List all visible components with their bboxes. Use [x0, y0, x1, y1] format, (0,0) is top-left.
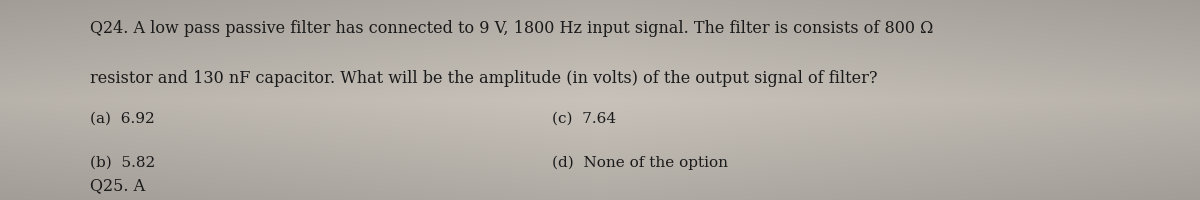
- Text: Q25. A: Q25. A: [90, 177, 145, 194]
- Text: (b)  5.82: (b) 5.82: [90, 156, 155, 170]
- Text: (a)  6.92: (a) 6.92: [90, 112, 155, 126]
- Text: resistor and 130 nF capacitor. What will be the amplitude (in volts) of the outp: resistor and 130 nF capacitor. What will…: [90, 70, 877, 87]
- Text: (c)  7.64: (c) 7.64: [552, 112, 616, 126]
- Text: Q24. A low pass passive filter has connected to 9 V, 1800 Hz input signal. The f: Q24. A low pass passive filter has conne…: [90, 20, 934, 37]
- Text: (d)  None of the option: (d) None of the option: [552, 156, 728, 170]
